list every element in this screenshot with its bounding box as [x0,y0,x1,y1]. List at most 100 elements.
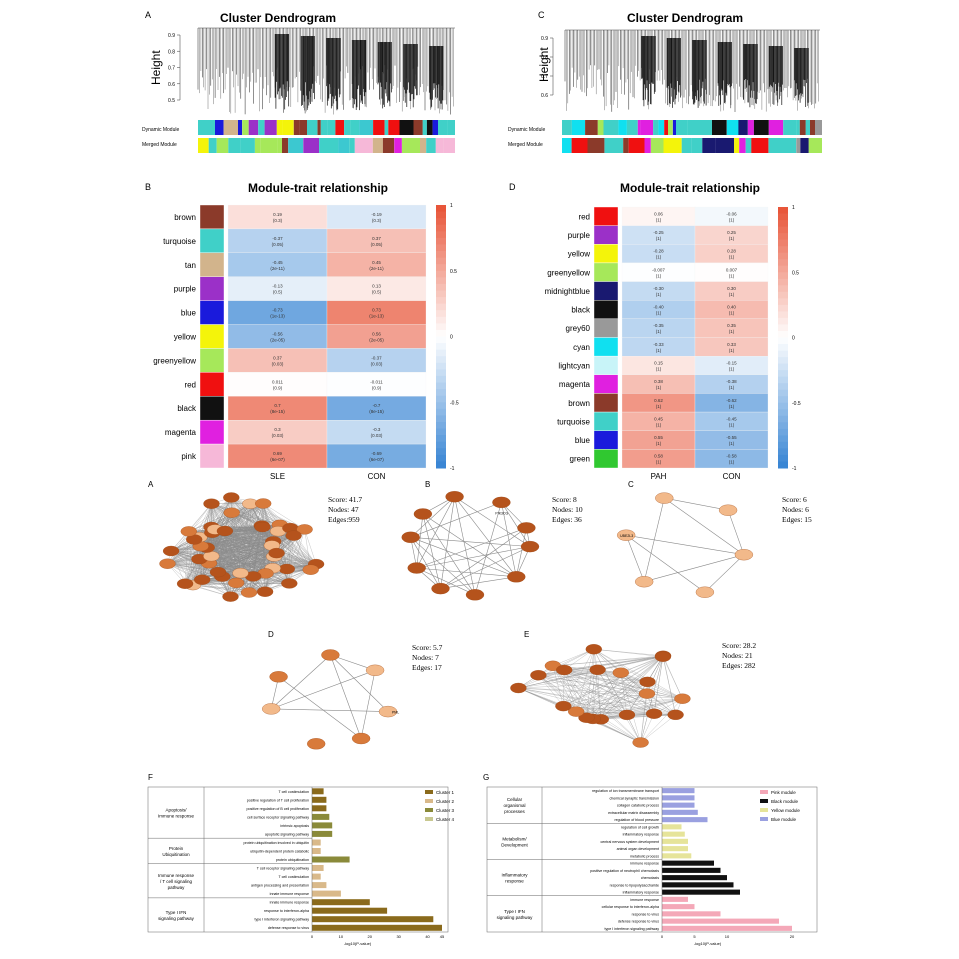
network-edge [167,552,277,564]
merged-module-segment [277,138,282,153]
color-scale-step [778,304,788,312]
panel-a-ticks: 0.9 0.8 0.7 0.6 0.5 [168,33,181,104]
merged-module-segment [426,138,436,153]
network-edge [289,529,305,584]
group-label: Ubiquitination [162,852,190,857]
dynamic-module-segment [640,120,654,135]
enrichment-bar [662,860,714,866]
color-scale-step [778,461,788,469]
heatmap-cell-value: (1) [656,311,662,316]
term-label: cell surface receptor signaling pathway [247,815,309,819]
network-edge [454,496,531,547]
network-edge [564,656,663,671]
module-label: blue [181,309,197,318]
heatmap-cell-value: (0.9) [372,385,382,390]
heatmap-cell-value: (1) [729,255,735,260]
heatmap-cell-value: (0.03) [272,433,284,438]
enrichment-bar [662,802,695,808]
term-label: immune response [630,862,659,866]
heatmap-cell-value: (1) [729,329,735,334]
module-color-swatch [199,276,225,301]
heatmap-cell-value: (1) [729,460,735,465]
color-scale-label: -1 [450,466,455,472]
network-node [718,504,738,516]
network-stat: Edges: 36 [552,515,582,524]
network-node [585,644,602,655]
network-stat: Nodes: 10 [552,505,583,514]
term-label: immune response [630,898,659,902]
heatmap-cell-value: (1) [656,422,662,427]
dynamic-module-segment [215,120,224,135]
network-edge [576,672,621,712]
network-node [232,567,249,579]
module-color-swatch [593,262,619,282]
heatmap-cell-value: 0.3 [274,427,281,432]
network-stat: Score: 41.7 [328,495,362,504]
term-label: cellular response to interferon-alpha [602,905,659,909]
heatmap-cell-value: -0.25 [653,230,664,235]
heatmap-cell-value: 0.55 [654,435,663,440]
dynamic-module-segment [637,120,641,135]
merged-module-segment [808,138,822,153]
merged-module-segment [715,138,735,153]
color-scale-step [778,298,788,306]
enrichment-bar [662,817,708,823]
enrichment-bar [312,924,442,931]
network-edge [564,669,683,699]
module-label: magenta [559,380,591,389]
color-scale-step [436,454,446,462]
network-edge [410,496,455,538]
group-label: Protein [169,846,184,851]
color-scale-step [436,323,446,331]
panel-c-module-bars [562,120,822,153]
enrichment-bar [312,796,327,803]
color-scale-step [436,237,446,245]
network-stat: Edges: 282 [722,661,756,670]
network-node [203,498,220,509]
network-edge [271,670,376,710]
module-label: yellow [174,333,196,342]
network-edge [576,656,663,712]
network-node [655,492,674,504]
network-node [635,576,654,588]
dynamic-module-segment [603,120,619,135]
dynamic-module-segment [359,120,374,135]
network-node [321,649,340,661]
heatmap-cell-value: 0.45 [654,416,663,421]
heatmap-cell-value: (1) [729,385,735,390]
panel-c-ylabel: Height [537,47,551,82]
panel-d-letter: D [509,182,516,192]
network-node [222,591,239,602]
heatmap-cell-value: -0.35 [653,323,664,328]
network-node [365,664,385,676]
module-color-swatch [199,228,225,254]
network-node [612,667,629,678]
module-label: greenyellow [153,356,196,365]
heatmap-cell-value: -0.19 [371,212,382,217]
module-label: midnightblue [545,287,591,296]
term-label: apoptotic signaling pathway [265,832,309,836]
network-edge [597,669,641,743]
network-stat: Edges: 17 [412,663,442,672]
merged-module-segment [382,138,395,153]
network-edge [215,529,290,584]
dynamic-module-segment [413,120,423,135]
heatmap-cell [694,262,769,282]
dynamic-module-segment [422,120,427,135]
network-edge [552,665,564,707]
color-scale-step [778,291,788,299]
color-scale-step [778,376,788,384]
panel-a-merged-label: Merged Module [142,142,177,148]
network-edge [330,654,362,739]
axis-tick-label: 0.6 [541,93,548,99]
panel-d-title: Module-trait relationship [620,181,760,195]
heatmap-cell-value: (1) [656,348,662,353]
network-edge [211,503,272,546]
axis-tick-label: 0.7 [168,66,175,72]
heatmap-cell-value: (1) [656,236,662,241]
heatmap-cell-value: (0.03) [272,361,284,366]
network-edge [211,497,232,528]
heatmap-cell-value: 0.011 [272,379,283,384]
color-scale-step [778,435,788,443]
